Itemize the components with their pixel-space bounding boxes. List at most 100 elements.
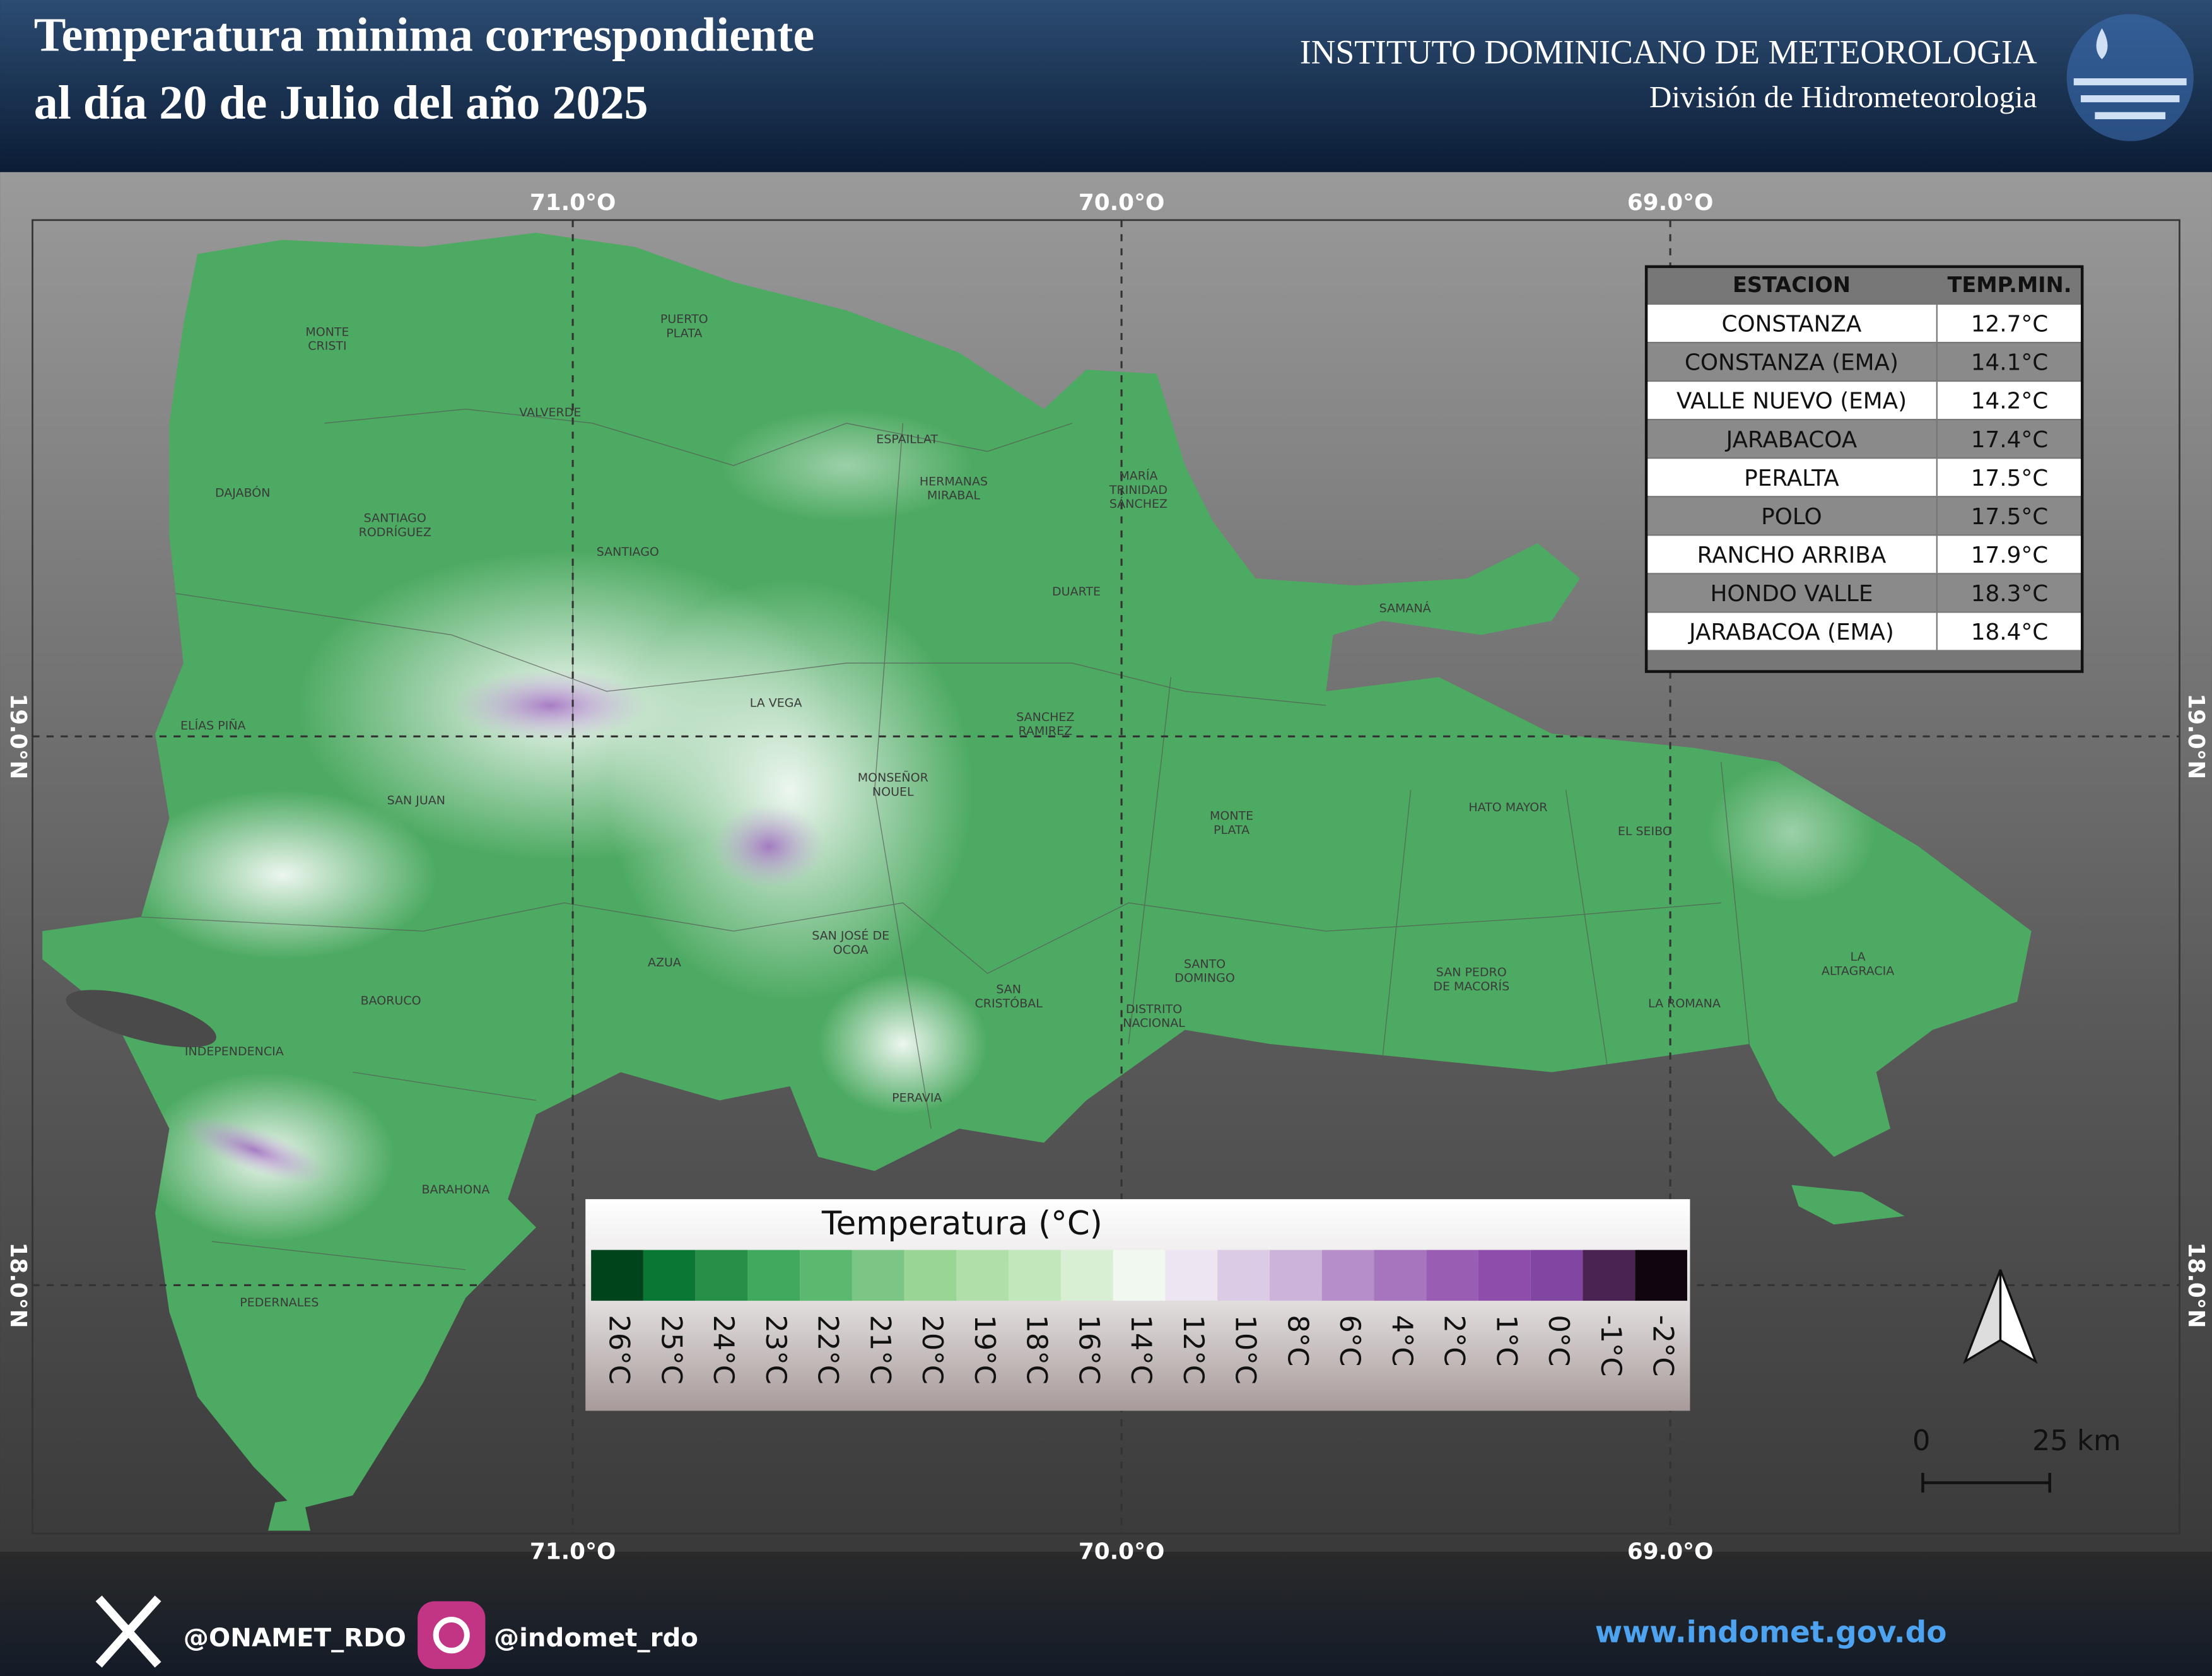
legend-swatch: [851, 1250, 904, 1301]
province-label: DAJABÓN: [215, 484, 270, 500]
legend-swatch: [800, 1250, 852, 1301]
province-label: SÁNCHEZ: [1109, 496, 1167, 511]
province-label: LA VEGA: [750, 696, 802, 710]
table-row: [1647, 305, 2081, 342]
province-label: ELÍAS PIÑA: [180, 718, 246, 732]
map-frame: [32, 219, 2180, 1535]
legend-label: 24°C: [707, 1315, 740, 1385]
province-label: SAN JUAN: [387, 794, 445, 807]
legend-label: 26°C: [603, 1315, 636, 1385]
province-label: VALVERDE: [519, 406, 581, 419]
legend-swatch: [1374, 1250, 1427, 1301]
legend-swatch: [1321, 1250, 1374, 1301]
footer: @ONAMET_RDO @indomet_rdo www.indomet.gov…: [95, 1595, 1947, 1669]
table-cell: POLO: [1761, 504, 1822, 530]
table-row: [1647, 459, 2081, 496]
legend-swatch: [1269, 1250, 1322, 1301]
province-label: DISTRITO: [1126, 1002, 1182, 1016]
island: [42, 233, 2032, 1531]
province-label: MONTE: [1210, 809, 1253, 823]
table-row: [1647, 574, 2081, 612]
legend-label: 25°C: [655, 1315, 688, 1385]
instagram-logo[interactable]: [418, 1601, 486, 1669]
province-label: NOUEL: [872, 785, 914, 799]
table-cell: VALLE NUEVO (EMA): [1677, 389, 1907, 414]
footer-band: [0, 1552, 2212, 1676]
province-label: PLATA: [666, 327, 702, 341]
province-label: BAORUCO: [361, 993, 421, 1007]
province-label: RODRÍGUEZ: [359, 525, 431, 539]
legend-label: 20°C: [916, 1315, 949, 1385]
legend-swatch: [1478, 1250, 1531, 1301]
legend-swatch: [695, 1250, 748, 1301]
legend-label: 1°C: [1490, 1315, 1523, 1366]
province-label: MONSEÑOR: [858, 770, 928, 785]
province-label: SANTIAGO: [597, 545, 659, 559]
scale-bar: 0 25 km: [1912, 1424, 2121, 1493]
x-handle[interactable]: @ONAMET_RDO: [184, 1624, 406, 1653]
table-header: TEMP.MIN.: [1948, 272, 2072, 297]
province-label: CRISTI: [308, 339, 346, 353]
table-row: [1647, 420, 2081, 458]
table-row: [1647, 382, 2081, 419]
x-logo[interactable]: [95, 1595, 161, 1668]
longitude-label: 70.0°O: [1079, 1538, 1165, 1564]
table-row: [1647, 536, 2081, 573]
province-label: LA: [1851, 950, 1866, 964]
table-cell: PERALTA: [1744, 466, 1839, 491]
table-cell: JARABACOA: [1725, 427, 1858, 453]
legend-swatch: [904, 1250, 957, 1301]
legend-swatch: [747, 1250, 800, 1301]
legend-swatch: [956, 1250, 1009, 1301]
table-cell: 18.3°C: [1971, 581, 2049, 607]
legend-title: Temperatura (°C): [821, 1205, 1103, 1243]
table-cell: 17.9°C: [1971, 542, 2049, 568]
legend-swatch: [1060, 1250, 1113, 1301]
table-cell: 14.2°C: [1971, 389, 2049, 414]
province-label: AZUA: [648, 956, 681, 970]
province-label: SAN PEDRO: [1436, 966, 1507, 980]
website-link[interactable]: www.indomet.gov.do: [1595, 1615, 1947, 1650]
instagram-handle[interactable]: @indomet_rdo: [494, 1624, 698, 1653]
province-label: MIRABAL: [927, 489, 980, 503]
table-cell: JARABACOA (EMA): [1688, 619, 1894, 645]
province-label: SANTIAGO: [364, 512, 426, 525]
province-label: PEDERNALES: [240, 1296, 319, 1310]
legend: Temperatura (°C) 26°C 25°C 24°C 23°C 22°C 21°…: [585, 1199, 1690, 1411]
legend-label: 0°C: [1542, 1315, 1576, 1366]
longitude-label: 69.0°O: [1627, 1538, 1714, 1564]
legend-label: 6°C: [1333, 1315, 1367, 1366]
longitude-label: 69.0°O: [1627, 190, 1714, 216]
legend-swatch: [643, 1250, 696, 1301]
stations-table: ESTACION TEMP.MIN. CONSTANZA 12.7°C CONSTANZ…: [1644, 265, 2084, 673]
legend-label: -2°C: [1647, 1315, 1680, 1376]
logo: [2066, 14, 2194, 141]
institute-name: INSTITUTO DOMINICANO DE METEOROLOGIA: [1300, 33, 2037, 71]
province-label: EL SEIBO: [1618, 824, 1672, 838]
table-cell: CONSTANZA (EMA): [1685, 350, 1899, 376]
province-label: PLATA: [1214, 823, 1249, 837]
title-line: Temperatura minima correspondiente: [34, 9, 815, 62]
province-label: ALTAGRACIA: [1822, 964, 1894, 978]
legend-label: 19°C: [968, 1315, 1002, 1385]
province-label: SANTO: [1184, 957, 1226, 971]
table-cell: CONSTANZA: [1722, 312, 1862, 337]
legend-label: 4°C: [1386, 1315, 1419, 1366]
title-line: al día 20 de Julio del año 2025: [34, 76, 648, 129]
legend-label: 12°C: [1177, 1315, 1210, 1385]
table-cell: 14.1°C: [1971, 350, 2049, 376]
province-label: SANCHEZ: [1016, 710, 1074, 724]
legend-label: 18°C: [1021, 1315, 1054, 1385]
province-label: INDEPENDENCIA: [185, 1045, 284, 1058]
province-label: SAMANÁ: [1379, 601, 1431, 616]
legend-swatch: [1009, 1250, 1061, 1301]
longitude-label: 70.0°O: [1079, 190, 1165, 216]
table-cell: HONDO VALLE: [1710, 581, 1873, 607]
province-label: SAN JOSÉ DE: [812, 929, 889, 943]
map-labels: 71.0°O 71.0°O 70.0°O 70.0°O 69.0°O 69.0°O 19.0…: [5, 190, 2209, 1564]
table-cell: 17.5°C: [1971, 466, 2049, 491]
province-label: DOMINGO: [1174, 971, 1234, 985]
province-label: CRISTÓBAL: [975, 995, 1043, 1011]
